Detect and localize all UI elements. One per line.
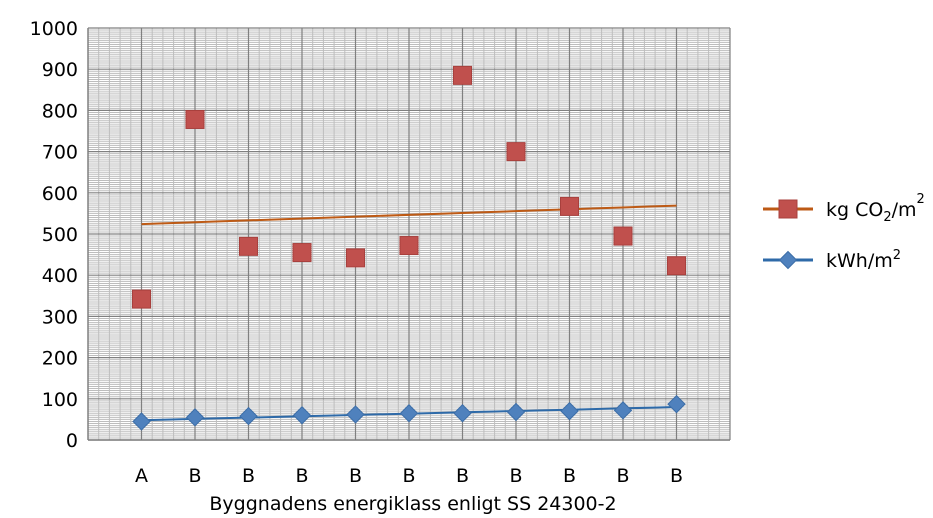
y-tick-label: 800 — [42, 100, 78, 122]
y-tick-label: 0 — [66, 430, 78, 452]
y-tick-label: 1000 — [30, 18, 78, 40]
data-point-s1 — [453, 404, 472, 423]
y-tick-label: 500 — [42, 224, 78, 246]
data-point-s1 — [346, 405, 365, 424]
data-point-s0 — [560, 196, 579, 216]
x-tick-label: A — [135, 465, 148, 487]
legend-label-part: /m — [892, 199, 917, 221]
data-point-s0 — [239, 236, 258, 256]
data-point-s0 — [185, 109, 205, 129]
data-point-s0 — [506, 142, 526, 162]
x-tick-label: B — [295, 465, 308, 487]
x-tick-label: B — [188, 465, 201, 487]
legend-label-0: kg CO2/m2 — [826, 192, 925, 225]
data-point-s1 — [667, 394, 686, 414]
y-tick-label: 900 — [42, 59, 78, 81]
x-tick-label: B — [563, 465, 576, 487]
y-tick-label: 300 — [42, 306, 78, 328]
data-point-s0 — [613, 226, 633, 246]
x-tick-label: B — [402, 465, 415, 487]
axes: 0 100 200 300 400 500 600 700 800 900 1000 A B B B B B B B… — [30, 18, 730, 487]
data-point-s1 — [132, 412, 151, 431]
y-tick-label: 100 — [42, 389, 78, 411]
data-point-s1 — [292, 406, 312, 425]
data-point-s1 — [399, 404, 419, 423]
legend-marker-1 — [778, 250, 798, 270]
x-tick-label: B — [670, 465, 683, 487]
data-point-s1 — [560, 401, 579, 421]
legend-label-part: kg CO — [826, 199, 883, 221]
x-tick-label: B — [509, 465, 522, 487]
data-point-s1 — [506, 402, 526, 422]
legend-label-part: 2 — [883, 210, 891, 225]
y-tick-label: 400 — [42, 265, 78, 287]
data-point-s0 — [292, 243, 312, 263]
data-points — [132, 65, 686, 431]
trendline-0 — [141, 204, 677, 226]
data-point-s0 — [346, 248, 365, 268]
legend-label-part: 2 — [917, 192, 925, 207]
x-tick-label: B — [456, 465, 469, 487]
legend-label-part: 2 — [893, 248, 901, 263]
y-tick-label: 700 — [42, 142, 78, 164]
data-point-s0 — [453, 65, 472, 85]
y-tick-label: 200 — [42, 348, 78, 370]
x-tick-label: B — [349, 465, 362, 487]
data-point-s1 — [239, 406, 258, 426]
data-point-s0 — [667, 256, 686, 276]
y-tick-label: 600 — [42, 183, 78, 205]
data-point-s0 — [132, 289, 151, 309]
x-tick-label: B — [616, 465, 629, 487]
legend-label-1: kWh/m2 — [826, 248, 901, 272]
data-point-s1 — [613, 401, 633, 420]
data-point-s0 — [399, 236, 419, 256]
legend-marker-0 — [778, 199, 798, 219]
legend-label-part: kWh/m — [826, 250, 893, 272]
grid — [88, 27, 731, 441]
x-axis-title: Byggnadens energiklass enligt SS 24300-2 — [209, 493, 616, 515]
x-tick-label: B — [242, 465, 255, 487]
data-point-s1 — [185, 408, 205, 427]
